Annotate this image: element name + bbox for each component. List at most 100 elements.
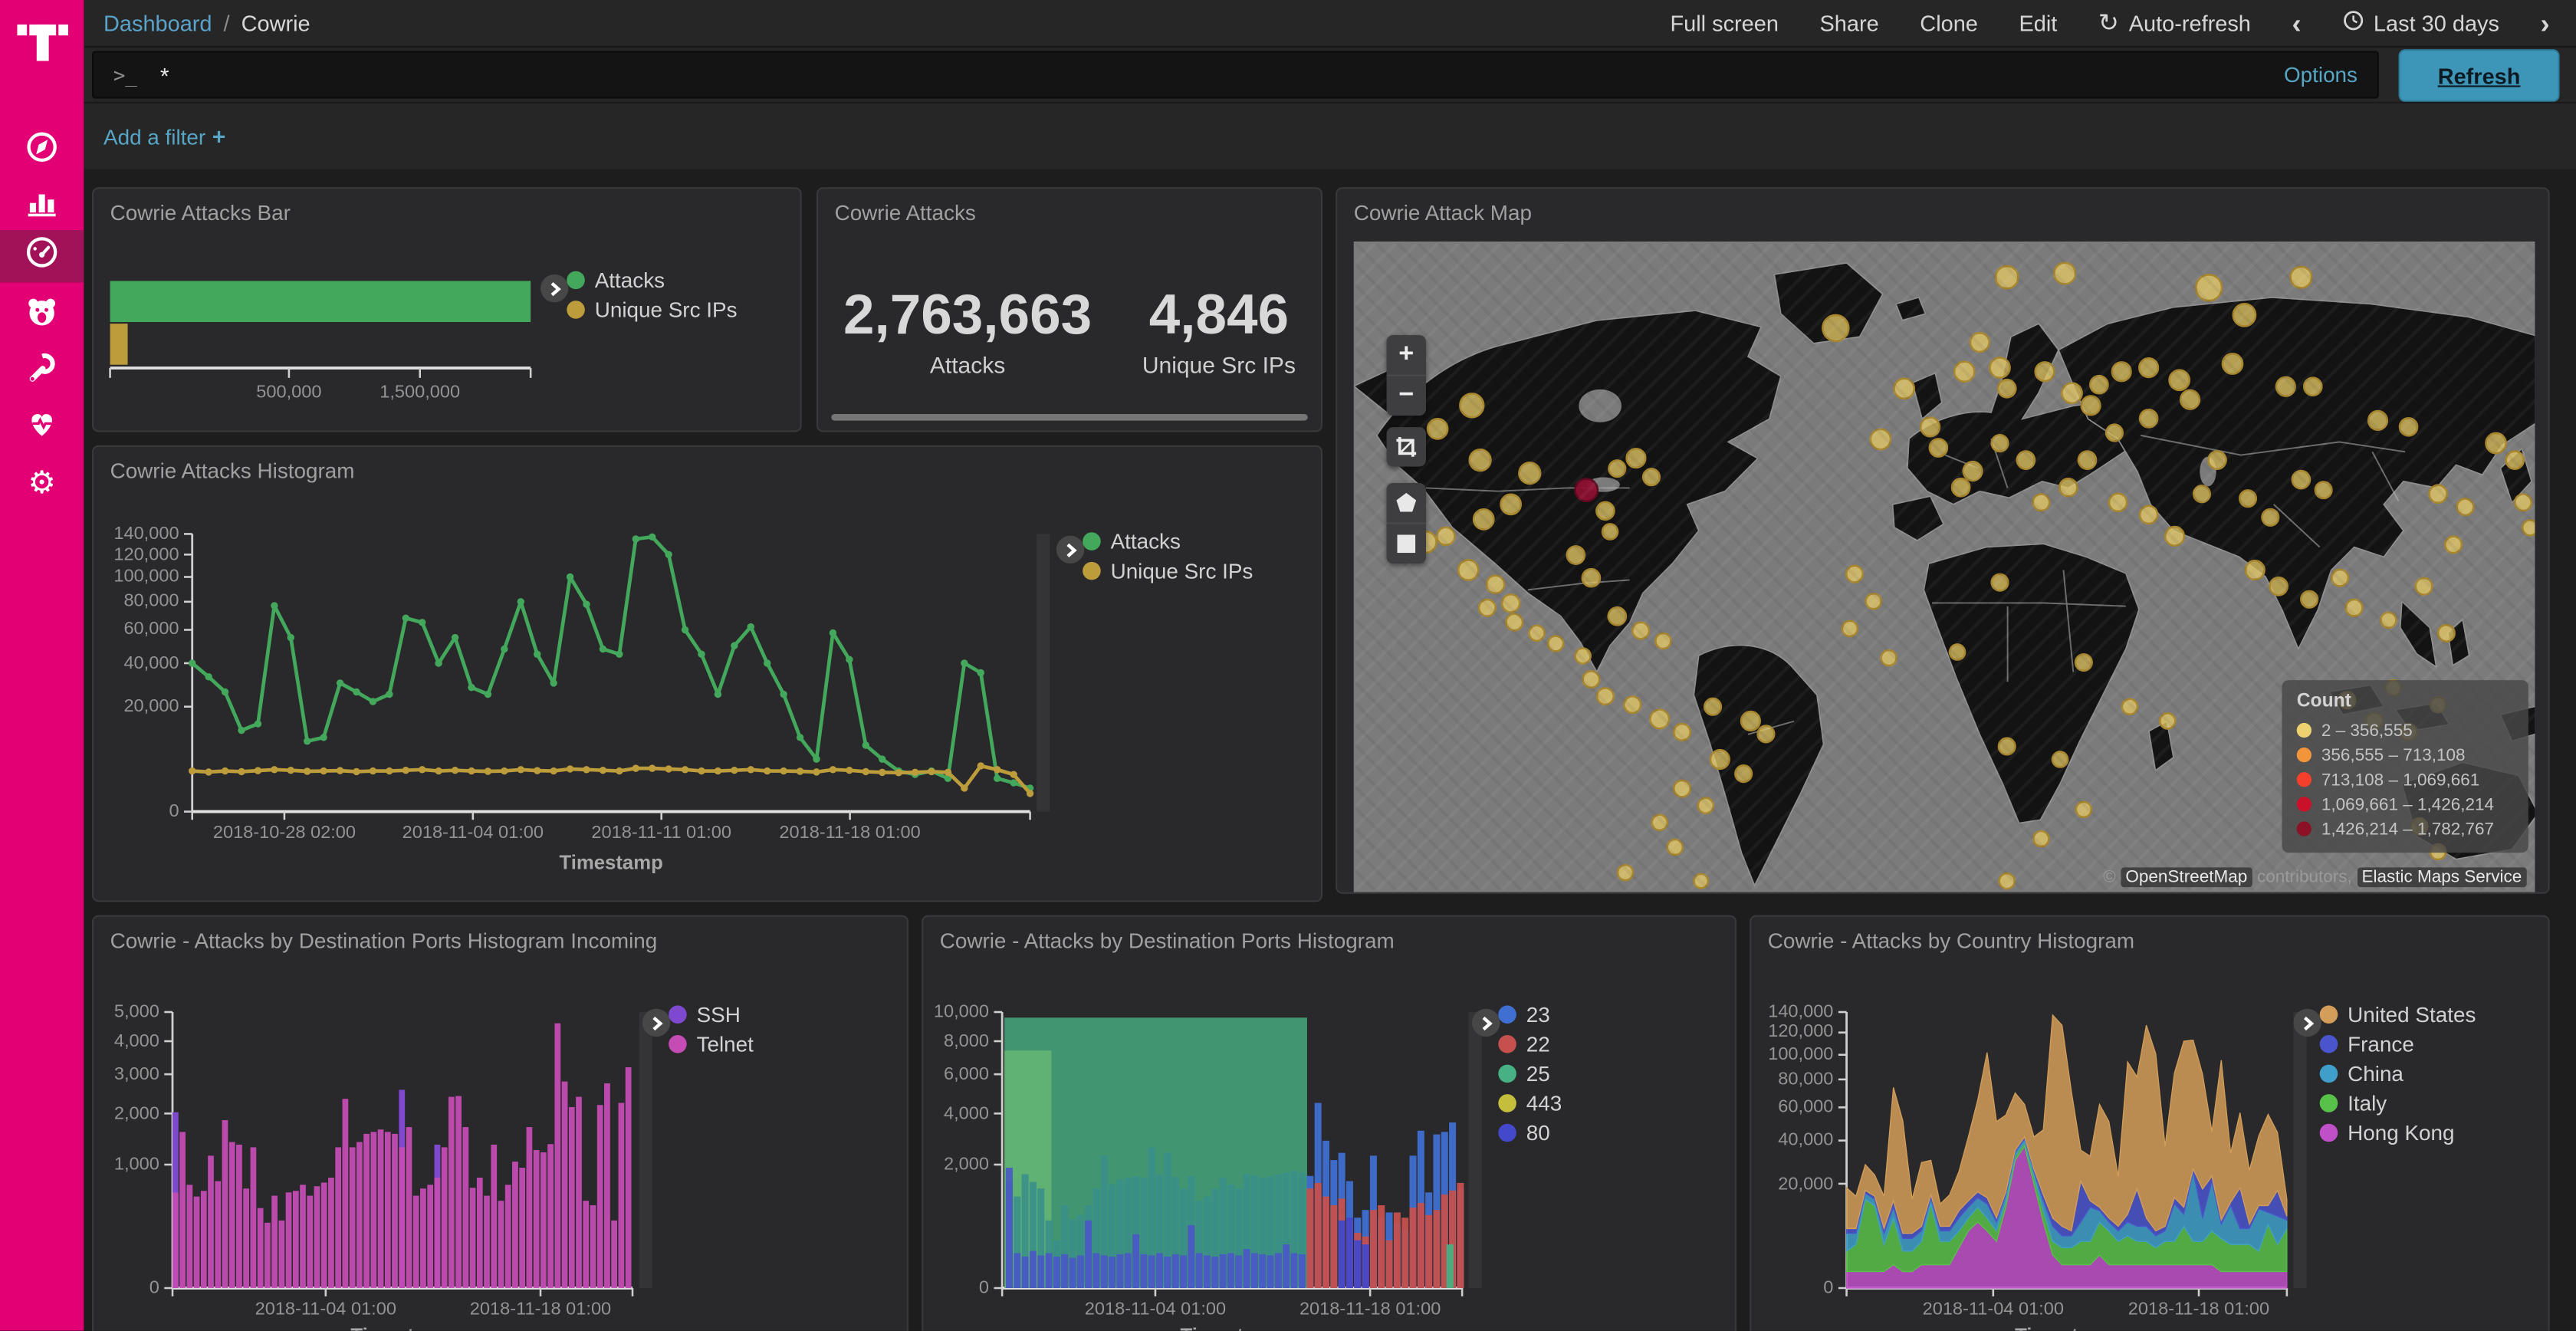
map-marker[interactable] xyxy=(1845,564,1865,583)
map-marker[interactable] xyxy=(1518,461,1542,485)
map-marker[interactable] xyxy=(2344,598,2364,617)
fit-bounds-icon[interactable] xyxy=(1387,427,1426,466)
legend-item[interactable]: United States xyxy=(2319,1002,2476,1027)
map-marker[interactable] xyxy=(2138,408,2159,429)
sidebar-item-dev-tools[interactable] xyxy=(0,345,84,398)
map-marker[interactable] xyxy=(1477,598,1497,617)
map-marker[interactable] xyxy=(2108,492,2128,513)
map-marker[interactable] xyxy=(1500,593,1521,613)
map-marker[interactable] xyxy=(1928,438,1949,458)
legend-item[interactable]: Unique Src IPs xyxy=(1083,559,1253,583)
openstreetmap-link[interactable]: OpenStreetMap xyxy=(2120,867,2252,888)
map-marker[interactable] xyxy=(2331,568,2350,587)
map-marker[interactable] xyxy=(1953,360,1976,383)
sidebar-item-timelion[interactable] xyxy=(0,289,84,342)
map-marker[interactable] xyxy=(2289,265,2313,289)
map-marker[interactable] xyxy=(1672,779,1692,798)
map-marker[interactable] xyxy=(2269,576,2288,596)
map-marker[interactable] xyxy=(2380,611,2397,629)
legend-item[interactable]: SSH xyxy=(669,1002,741,1027)
legend-item[interactable]: France xyxy=(2319,1032,2414,1057)
legend-item[interactable]: 22 xyxy=(1498,1032,1550,1057)
sidebar-item-management[interactable]: ⚙ xyxy=(0,457,84,510)
map-marker[interactable] xyxy=(1485,574,1506,595)
map-marker[interactable] xyxy=(2158,712,2177,730)
map-marker[interactable] xyxy=(2074,652,2093,672)
map-marker[interactable] xyxy=(1582,670,1601,689)
t-mobile-logo[interactable] xyxy=(0,10,84,76)
map-marker[interactable] xyxy=(1969,331,1990,353)
map-marker[interactable] xyxy=(2058,477,2078,498)
map-marker[interactable] xyxy=(1625,447,1647,469)
legend-toggle-button[interactable] xyxy=(1472,1008,1500,1037)
time-forward-button[interactable]: › xyxy=(2540,7,2550,39)
map-marker[interactable] xyxy=(1893,377,1916,400)
map-marker[interactable] xyxy=(1709,748,1730,771)
full-screen-button[interactable]: Full screen xyxy=(1670,10,1779,36)
map-marker[interactable] xyxy=(2168,369,2191,392)
map-marker[interactable] xyxy=(2485,432,2507,455)
map-marker[interactable] xyxy=(2138,357,2160,379)
map-marker[interactable] xyxy=(2138,504,2159,525)
search-input[interactable]: >_ * Options xyxy=(92,51,2379,99)
map-marker[interactable] xyxy=(2505,450,2525,470)
world-map[interactable]: + − xyxy=(1353,242,2535,892)
map-marker[interactable] xyxy=(1500,493,1523,516)
map-marker[interactable] xyxy=(1672,722,1692,741)
map-marker[interactable] xyxy=(1595,687,1615,706)
map-marker[interactable] xyxy=(2314,481,2333,500)
map-marker[interactable] xyxy=(1457,559,1480,581)
map-marker[interactable] xyxy=(1990,573,2009,592)
map-marker[interactable] xyxy=(1546,635,1565,652)
map-marker[interactable] xyxy=(2179,389,2201,410)
map-marker[interactable] xyxy=(2192,485,2212,504)
map-marker[interactable] xyxy=(1595,501,1615,521)
map-marker[interactable] xyxy=(2034,361,2055,383)
map-marker[interactable] xyxy=(1990,433,2009,453)
map-marker[interactable] xyxy=(2032,830,2050,848)
map-marker[interactable] xyxy=(2077,450,2098,470)
map-marker[interactable] xyxy=(1865,592,1882,610)
zoom-out-button[interactable]: − xyxy=(1398,381,1414,409)
map-marker[interactable] xyxy=(2521,519,2535,537)
map-marker[interactable] xyxy=(2080,395,2101,416)
map-marker[interactable] xyxy=(1880,649,1898,667)
edit-button[interactable]: Edit xyxy=(2019,10,2058,36)
legend-item[interactable]: Attacks xyxy=(567,268,665,292)
map-marker[interactable] xyxy=(1948,643,1967,661)
map-marker[interactable] xyxy=(1631,621,1651,640)
map-marker[interactable] xyxy=(1697,797,1715,815)
map-marker[interactable] xyxy=(2428,484,2448,504)
map-marker[interactable] xyxy=(2104,423,2124,442)
panel-title[interactable]: Cowrie Attacks xyxy=(834,200,976,225)
map-marker[interactable] xyxy=(1608,459,1627,478)
map-marker[interactable] xyxy=(2089,374,2109,395)
map-marker[interactable] xyxy=(1651,813,1669,832)
map-marker[interactable] xyxy=(1616,863,1635,882)
map-marker[interactable] xyxy=(1654,632,1672,650)
map-marker[interactable] xyxy=(2444,535,2463,554)
map-marker[interactable] xyxy=(1704,697,1723,716)
map-marker[interactable] xyxy=(2051,751,2069,768)
legend-item[interactable]: Attacks xyxy=(1083,529,1181,554)
map-marker[interactable] xyxy=(2244,559,2266,581)
map-marker[interactable] xyxy=(1528,624,1546,642)
map-marker[interactable] xyxy=(1505,613,1524,632)
map-marker[interactable] xyxy=(1997,737,2016,756)
legend-item[interactable]: Italy xyxy=(2319,1091,2387,1116)
map-marker[interactable] xyxy=(2300,590,2319,609)
map-marker[interactable] xyxy=(2221,353,2244,375)
map-marker[interactable] xyxy=(1996,378,2017,399)
map-marker[interactable] xyxy=(1919,416,1941,438)
map-marker[interactable] xyxy=(1950,477,1971,498)
auto-refresh-button[interactable]: ↻ Auto-refresh xyxy=(2098,8,2251,38)
map-marker[interactable] xyxy=(1962,460,1983,482)
map-marker-max[interactable] xyxy=(1574,478,1599,503)
map-marker[interactable] xyxy=(1426,418,1449,440)
sidebar-item-discover[interactable] xyxy=(0,125,84,178)
map-marker[interactable] xyxy=(2075,800,2093,819)
map-marker[interactable] xyxy=(1436,526,1456,547)
time-back-button[interactable]: ‹ xyxy=(2292,7,2302,39)
map-marker[interactable] xyxy=(2016,450,2036,470)
map-marker[interactable] xyxy=(1472,508,1495,531)
